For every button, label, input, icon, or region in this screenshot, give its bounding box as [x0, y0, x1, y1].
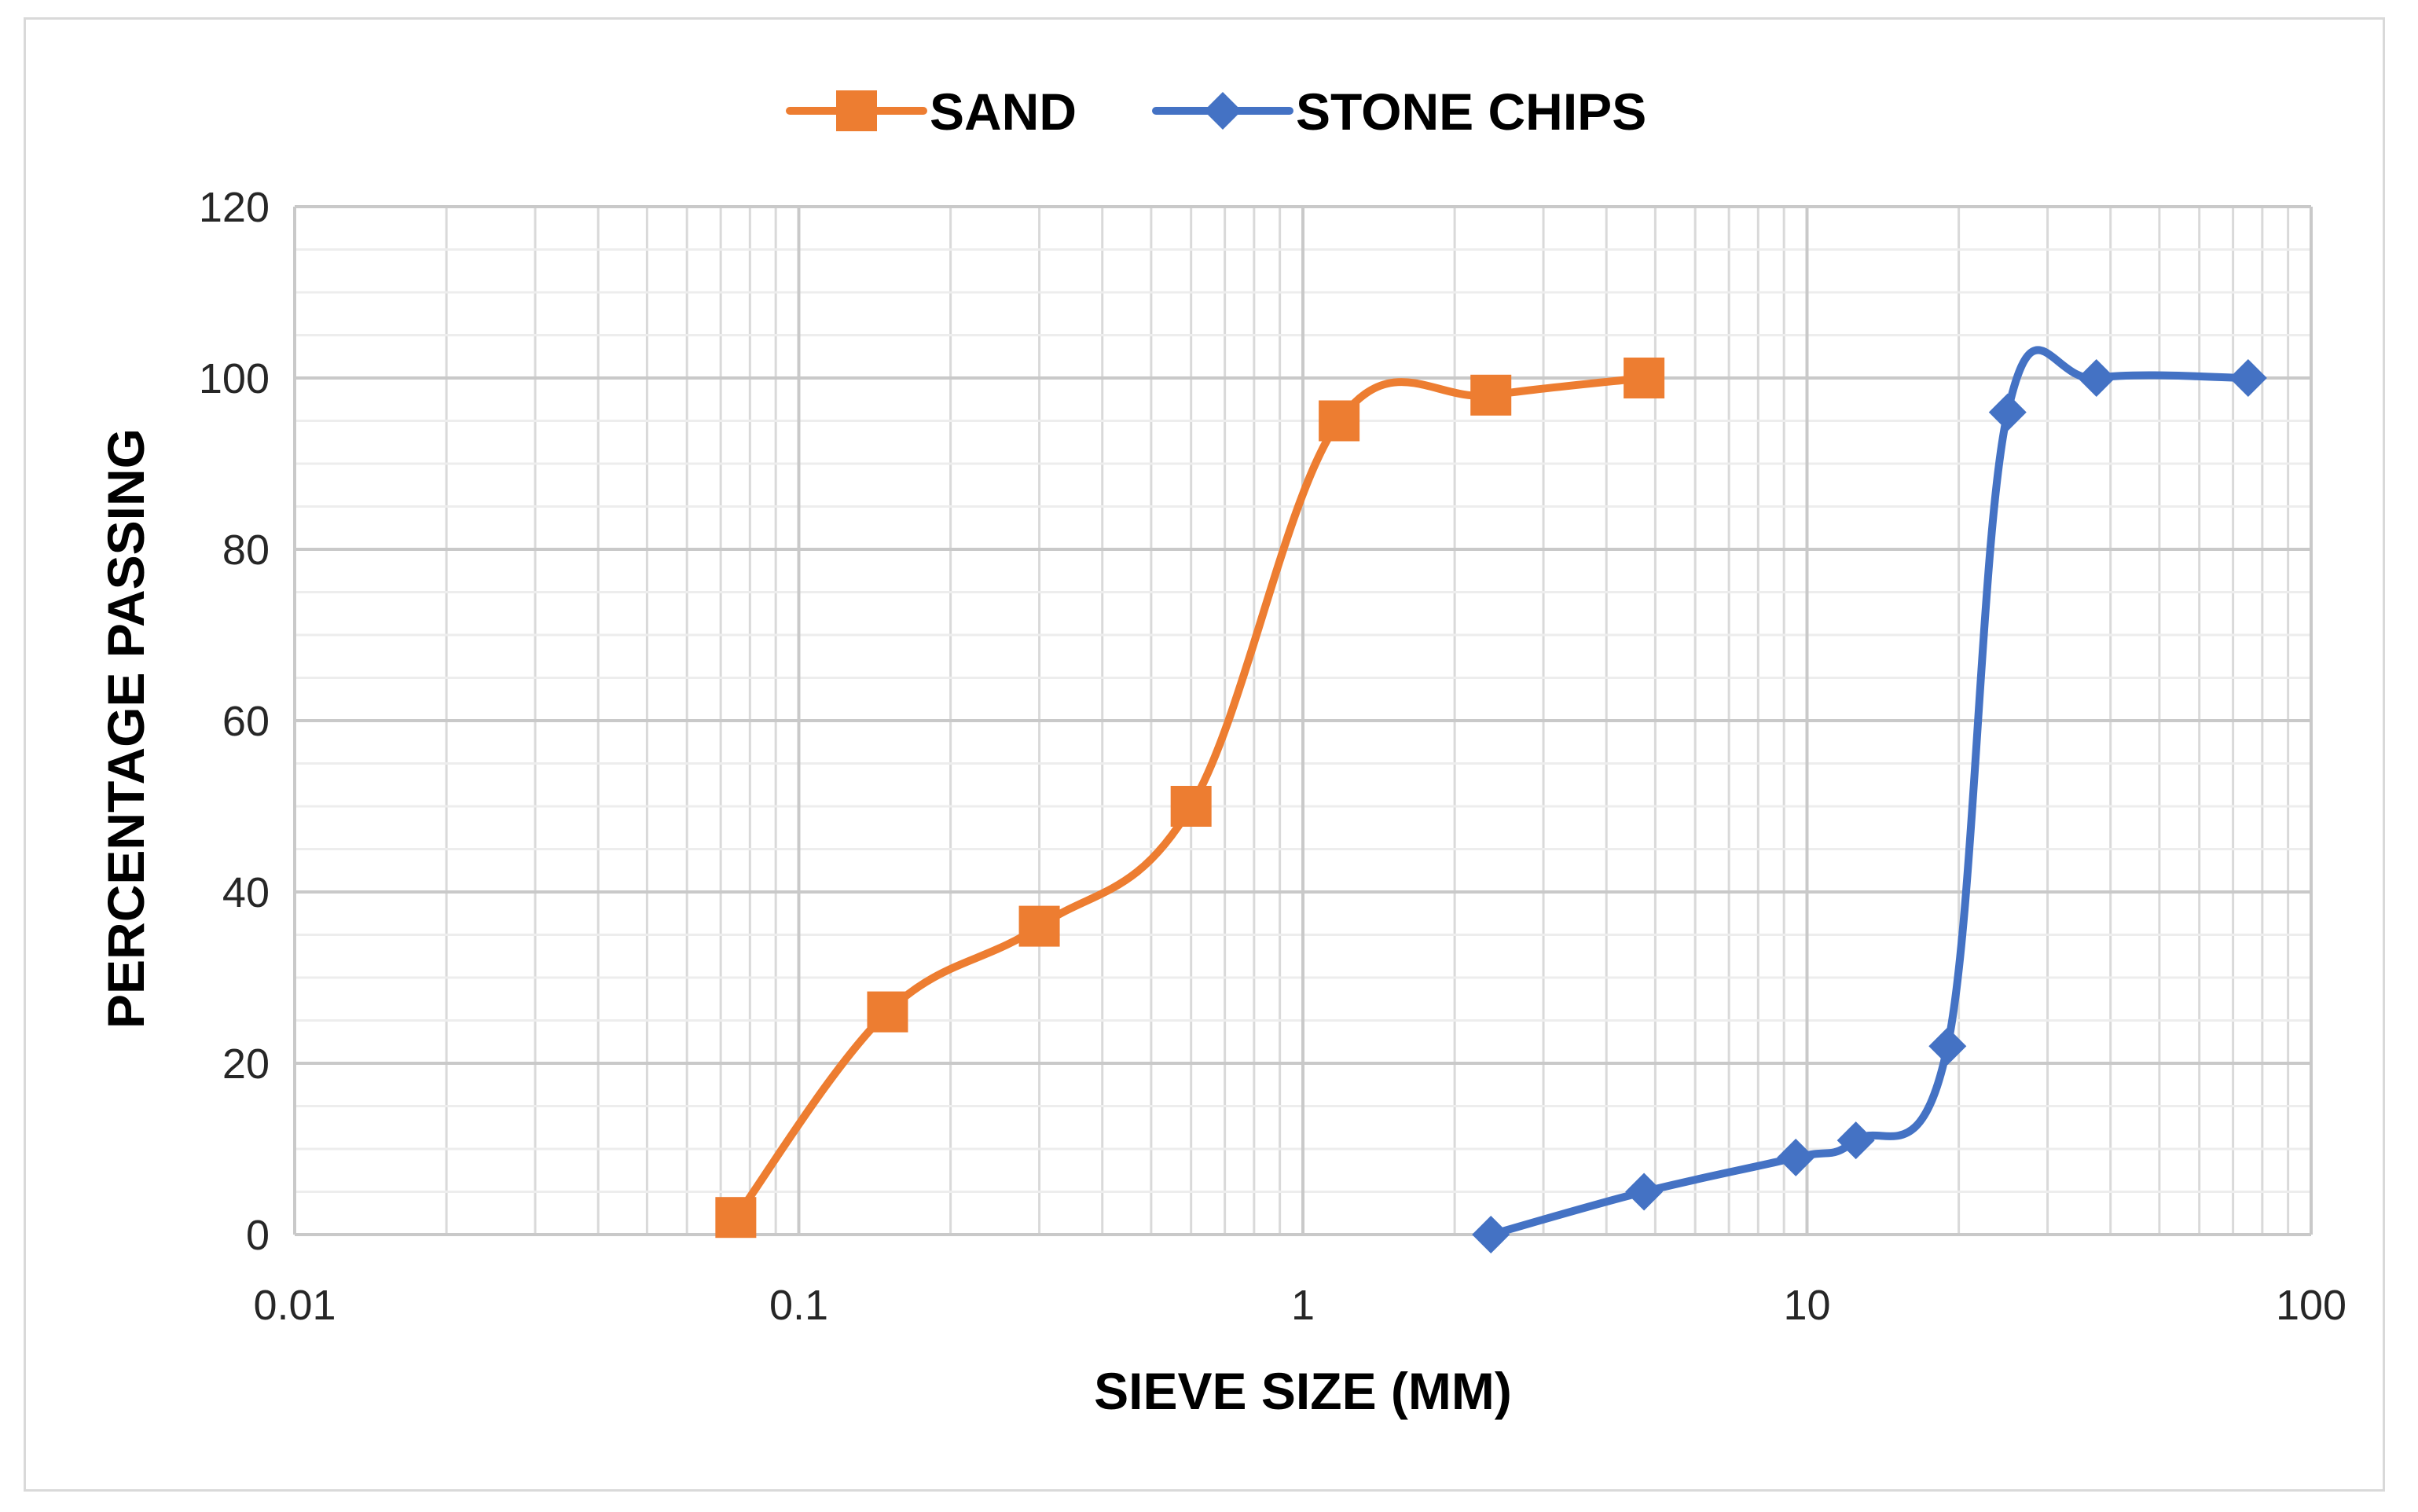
data-point-stone-chips — [2077, 359, 2115, 397]
x-tick-label: 0.1 — [769, 1282, 828, 1329]
grid-major — [293, 205, 2313, 1236]
data-point-sand — [1470, 374, 1512, 416]
data-point-stone-chips — [2229, 359, 2267, 397]
y-tick-label: 0 — [246, 1212, 270, 1259]
y-tick-label: 20 — [222, 1040, 270, 1088]
legend-item-stone-chips: STONE CHIPS — [1152, 83, 1646, 141]
data-point-stone-chips — [1988, 393, 2027, 431]
y-axis-title: PERCENTAGE PASSING — [97, 428, 155, 1029]
series-sand — [715, 358, 1665, 1239]
x-tick-label: 100 — [2276, 1282, 2346, 1329]
data-point-sand — [1624, 358, 1665, 398]
legend-item-sand: SAND — [786, 83, 1077, 141]
x-tick-label: 1 — [1291, 1282, 1315, 1329]
y-tick-label: 60 — [222, 698, 270, 745]
legend-label-sand: SAND — [930, 83, 1077, 141]
data-point-stone-chips — [1928, 1027, 1967, 1066]
data-point-sand — [1319, 400, 1360, 442]
data-point-sand — [1018, 905, 1060, 947]
data-point-sand — [867, 991, 908, 1033]
data-point-stone-chips — [1625, 1173, 1664, 1211]
series-layer — [715, 346, 2267, 1253]
legend-marker-sand — [836, 90, 877, 131]
data-point-sand — [715, 1197, 757, 1239]
x-tick-labels: 0.01 0.1 1 10 100 — [253, 1282, 2346, 1329]
y-tick-labels: 0 20 40 60 80 100 120 — [199, 184, 270, 1259]
data-point-sand — [1170, 786, 1212, 827]
data-point-stone-chips — [1836, 1121, 1875, 1160]
y-tick-label: 80 — [222, 527, 270, 574]
x-tick-label: 0.01 — [253, 1282, 336, 1329]
chart-frame: 0 20 40 60 80 100 120 0.01 0.1 1 10 100 SAND STONE … — [24, 17, 2385, 1492]
y-tick-label: 40 — [222, 869, 270, 916]
data-point-stone-chips — [1777, 1138, 1815, 1176]
y-tick-label: 100 — [199, 355, 270, 402]
series-line-stone-chips — [1487, 346, 2252, 1239]
x-axis-title: SIEVE SIZE (MM) — [1094, 1362, 1512, 1420]
legend-marker-stone-chips — [1204, 92, 1242, 130]
x-tick-label: 10 — [1783, 1282, 1830, 1329]
legend: SAND STONE CHIPS — [786, 83, 1646, 141]
series-stone-chips — [1472, 346, 2267, 1253]
legend-label-stone-chips: STONE CHIPS — [1296, 83, 1646, 141]
chart: 0 20 40 60 80 100 120 0.01 0.1 1 10 100 SAND STONE … — [97, 83, 2346, 1420]
data-point-stone-chips — [1472, 1216, 1510, 1253]
y-tick-label: 120 — [199, 184, 270, 231]
